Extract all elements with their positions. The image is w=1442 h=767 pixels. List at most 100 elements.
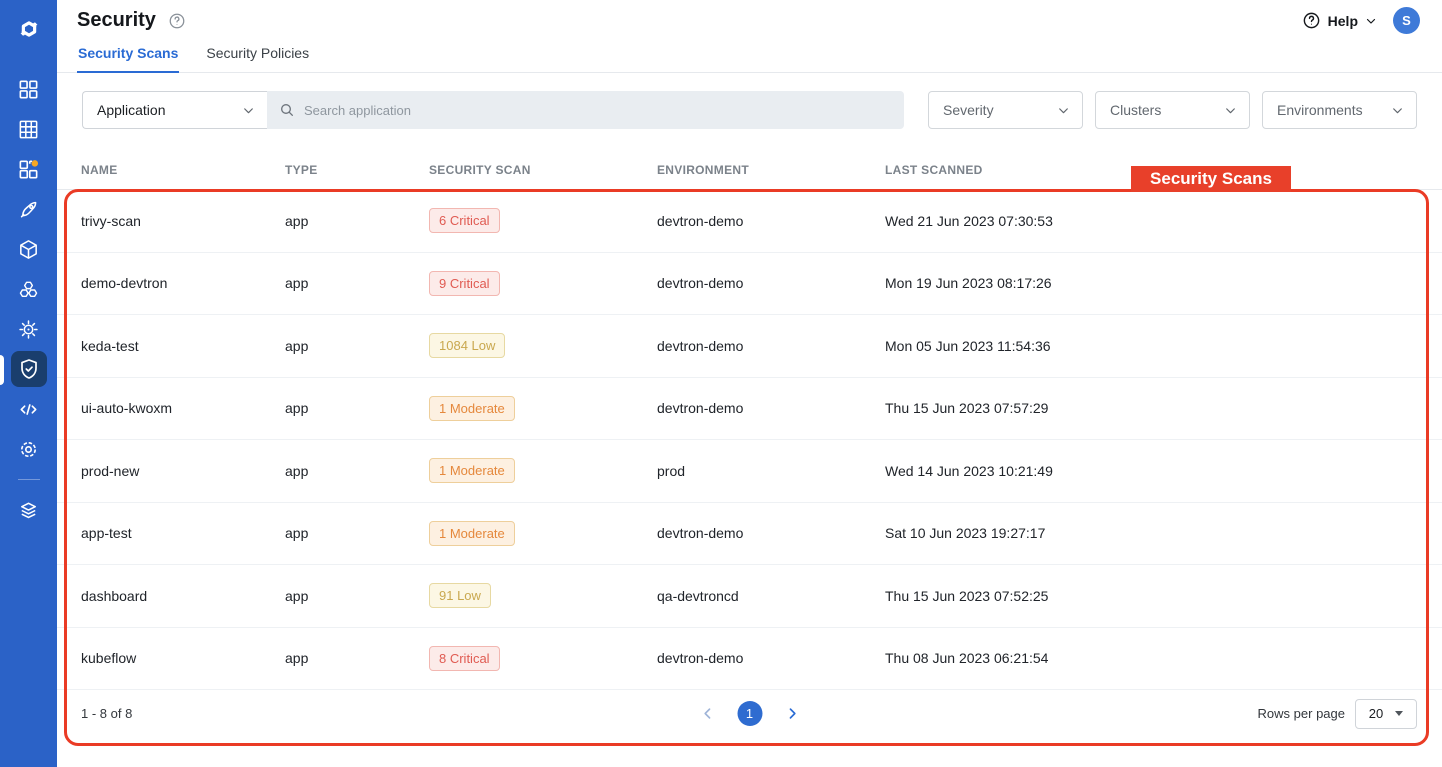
sidebar-item-code[interactable] xyxy=(11,391,47,427)
app-type: app xyxy=(285,213,429,229)
pagination-range: 1 - 8 of 8 xyxy=(81,706,132,721)
sidebar-item-resource-browser[interactable] xyxy=(11,111,47,147)
table-row[interactable]: dashboard app 91 Low qa-devtroncd Thu 15… xyxy=(57,565,1442,628)
stacks-layers-icon xyxy=(17,499,40,522)
table-row[interactable]: trivy-scan app 6 Critical devtron-demo W… xyxy=(57,190,1442,253)
chevron-right-icon xyxy=(784,706,799,721)
sidebar-item-global-config[interactable] xyxy=(11,431,47,467)
column-header-name: NAME xyxy=(81,163,285,177)
clusters-select[interactable]: Clusters xyxy=(1095,91,1250,129)
rows-per-page-label: Rows per page xyxy=(1258,706,1345,721)
table-header: NAME TYPE SECURITY SCAN ENVIRONMENT LAST… xyxy=(57,150,1442,190)
app-name: ui-auto-kwoxm xyxy=(81,400,285,416)
sidebar-item-app-groups[interactable] xyxy=(11,151,47,187)
help-menu[interactable]: Help xyxy=(1302,11,1377,30)
tab-security-scans[interactable]: Security Scans xyxy=(77,45,179,73)
app-name: dashboard xyxy=(81,588,285,604)
code-icon xyxy=(17,398,40,421)
title-help-icon[interactable] xyxy=(168,12,186,30)
severity-badge: 6 Critical xyxy=(429,208,500,233)
table-row[interactable]: keda-test app 1084 Low devtron-demo Mon … xyxy=(57,315,1442,378)
environment-name: devtron-demo xyxy=(657,275,885,291)
environment-name: devtron-demo xyxy=(657,650,885,666)
app-name: kubeflow xyxy=(81,650,285,666)
chevron-down-icon xyxy=(1057,104,1070,117)
next-page-button[interactable] xyxy=(784,706,799,721)
table-row[interactable]: ui-auto-kwoxm app 1 Moderate devtron-dem… xyxy=(57,378,1442,441)
tab-security-policies[interactable]: Security Policies xyxy=(205,45,310,73)
table-row[interactable]: demo-devtron app 9 Critical devtron-demo… xyxy=(57,253,1442,316)
app-name: demo-devtron xyxy=(81,275,285,291)
avatar[interactable]: S xyxy=(1393,7,1420,34)
page-header: Security Help S xyxy=(57,0,1442,73)
table-body: trivy-scan app 6 Critical devtron-demo W… xyxy=(57,190,1442,690)
severity-badge: 9 Critical xyxy=(429,271,500,296)
rocket-icon xyxy=(17,198,40,221)
security-shield-icon xyxy=(17,357,41,381)
sidebar-item-charts[interactable] xyxy=(11,231,47,267)
last-scanned-time: Wed 14 Jun 2023 10:21:49 xyxy=(885,463,1442,479)
sidebar-item-stacks[interactable] xyxy=(11,492,47,528)
application-type-select[interactable]: Application xyxy=(82,91,267,129)
app-type: app xyxy=(285,650,429,666)
environments-select[interactable]: Environments xyxy=(1262,91,1417,129)
severity-badge: 1 Moderate xyxy=(429,458,515,483)
sidebar xyxy=(0,0,57,767)
filter-bar: Application Severity Clusters xyxy=(82,91,1417,129)
app-name: prod-new xyxy=(81,463,285,479)
page-number-button[interactable]: 1 xyxy=(737,701,762,726)
column-header-environment: ENVIRONMENT xyxy=(657,163,885,177)
last-scanned-time: Thu 15 Jun 2023 07:57:29 xyxy=(885,400,1442,416)
last-scanned-time: Sat 10 Jun 2023 19:27:17 xyxy=(885,525,1442,541)
devtron-logo[interactable] xyxy=(0,0,57,57)
sidebar-item-applications[interactable] xyxy=(11,71,47,107)
page-title: Security xyxy=(77,9,156,32)
prev-page-button[interactable] xyxy=(700,706,715,721)
severity-badge: 1 Moderate xyxy=(429,396,515,421)
sidebar-item-security[interactable] xyxy=(11,351,47,387)
sidebar-divider xyxy=(18,479,40,480)
app-type: app xyxy=(285,525,429,541)
app-type: app xyxy=(285,588,429,604)
last-scanned-time: Mon 05 Jun 2023 11:54:36 xyxy=(885,338,1442,354)
last-scanned-time: Mon 19 Jun 2023 08:17:26 xyxy=(885,275,1442,291)
column-header-last-scanned: LAST SCANNED xyxy=(885,163,1442,177)
settings-sun-icon xyxy=(17,318,40,341)
chevron-down-icon xyxy=(242,104,255,117)
pagination-bar: 1 - 8 of 8 1 Rows per page 20 xyxy=(57,690,1442,737)
table-row[interactable]: kubeflow app 8 Critical devtron-demo Thu… xyxy=(57,628,1442,691)
last-scanned-time: Wed 21 Jun 2023 07:30:53 xyxy=(885,213,1442,229)
table-row[interactable]: prod-new app 1 Moderate prod Wed 14 Jun … xyxy=(57,440,1442,503)
apps-grid-icon xyxy=(17,78,40,101)
table-row[interactable]: app-test app 1 Moderate devtron-demo Sat… xyxy=(57,503,1442,566)
severity-badge: 91 Low xyxy=(429,583,491,608)
main-content: Security Help S xyxy=(57,0,1442,767)
app-name: trivy-scan xyxy=(81,213,285,229)
chevron-left-icon xyxy=(700,706,715,721)
search-input[interactable] xyxy=(304,103,892,118)
sidebar-item-deploy[interactable] xyxy=(11,191,47,227)
notification-dot xyxy=(32,160,39,167)
environment-name: qa-devtroncd xyxy=(657,588,885,604)
last-scanned-time: Thu 15 Jun 2023 07:52:25 xyxy=(885,588,1442,604)
search-box xyxy=(267,91,904,129)
sidebar-item-clusters[interactable] xyxy=(11,271,47,307)
severity-badge: 8 Critical xyxy=(429,646,500,671)
rows-per-page-select[interactable]: 20 xyxy=(1355,699,1417,729)
environment-name: devtron-demo xyxy=(657,213,885,229)
caret-down-icon xyxy=(1395,711,1403,716)
severity-badge: 1 Moderate xyxy=(429,521,515,546)
severity-select[interactable]: Severity xyxy=(928,91,1083,129)
active-nav-indicator xyxy=(0,355,4,385)
resource-grid-icon xyxy=(17,118,40,141)
app-type: app xyxy=(285,338,429,354)
sidebar-item-bulk-edit[interactable] xyxy=(11,311,47,347)
environment-name: devtron-demo xyxy=(657,525,885,541)
search-icon xyxy=(279,102,295,118)
environment-name: devtron-demo xyxy=(657,400,885,416)
help-label: Help xyxy=(1328,13,1358,29)
environment-name: prod xyxy=(657,463,885,479)
column-header-type: TYPE xyxy=(285,163,429,177)
chevron-down-icon xyxy=(1391,104,1404,117)
help-circle-icon xyxy=(1302,11,1321,30)
